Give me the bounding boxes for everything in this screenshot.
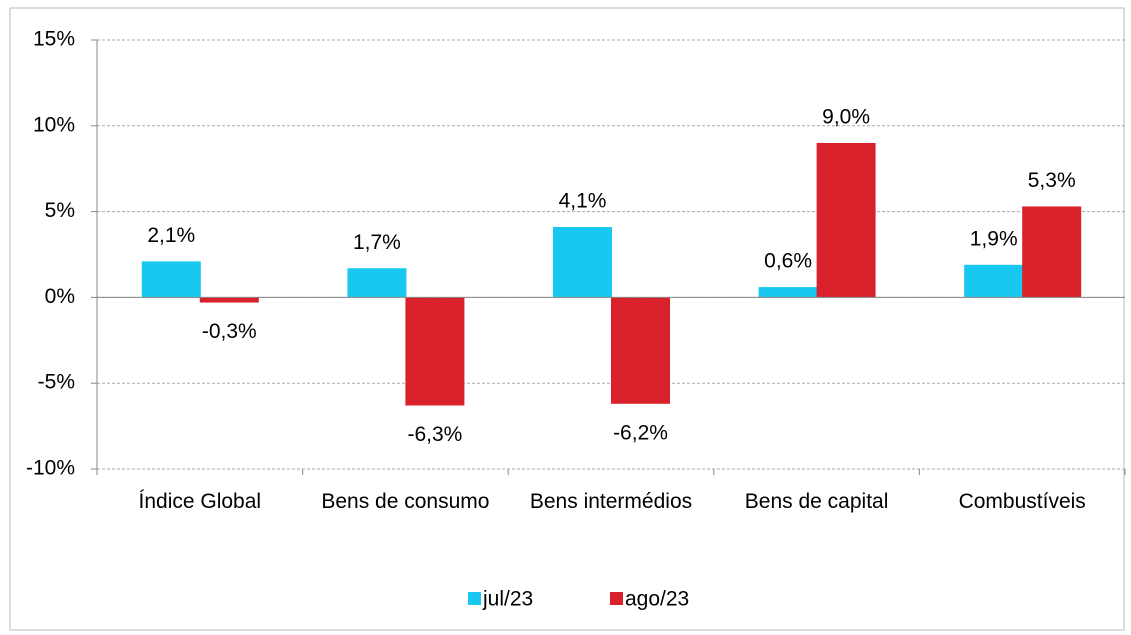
bar [199,297,259,303]
legend-swatch [610,592,623,605]
bar [405,297,465,406]
x-tick-label: Combustíveis [958,490,1086,513]
y-tick-label: 15% [33,28,75,51]
x-tick-label: Bens intermédios [529,490,693,513]
y-tick-label: -5% [38,371,75,394]
value-label: 5,3% [1028,169,1076,192]
y-tick-label: 0% [45,285,75,308]
value-label: 0,6% [764,250,812,273]
value-label: 4,1% [559,190,607,213]
value-label: 1,7% [353,231,401,254]
bar [347,268,407,298]
value-label: 9,0% [822,106,870,129]
legend-label: jul/23 [482,588,533,611]
x-tick-label: Bens de capital [744,490,889,513]
bar [964,264,1024,298]
x-tick-label: Bens de consumo [321,490,490,513]
value-label: -6,3% [407,423,462,446]
bar [758,287,818,298]
value-label: -6,2% [613,421,668,444]
legend-swatch [468,592,481,605]
value-label: 1,9% [970,227,1018,250]
value-label: 2,1% [147,224,195,247]
y-tick-label: 10% [33,113,75,136]
y-tick-label: -10% [26,457,75,480]
frame [9,7,1125,631]
bar [611,297,670,404]
y-tick-label: 5% [45,199,75,222]
bar [816,142,876,298]
legend-label: ago/23 [625,588,689,611]
bar [141,261,201,298]
bar [553,227,612,298]
x-tick-label: Índice Global [138,490,262,513]
bar [1022,206,1082,298]
value-label: -0,3% [202,320,257,343]
